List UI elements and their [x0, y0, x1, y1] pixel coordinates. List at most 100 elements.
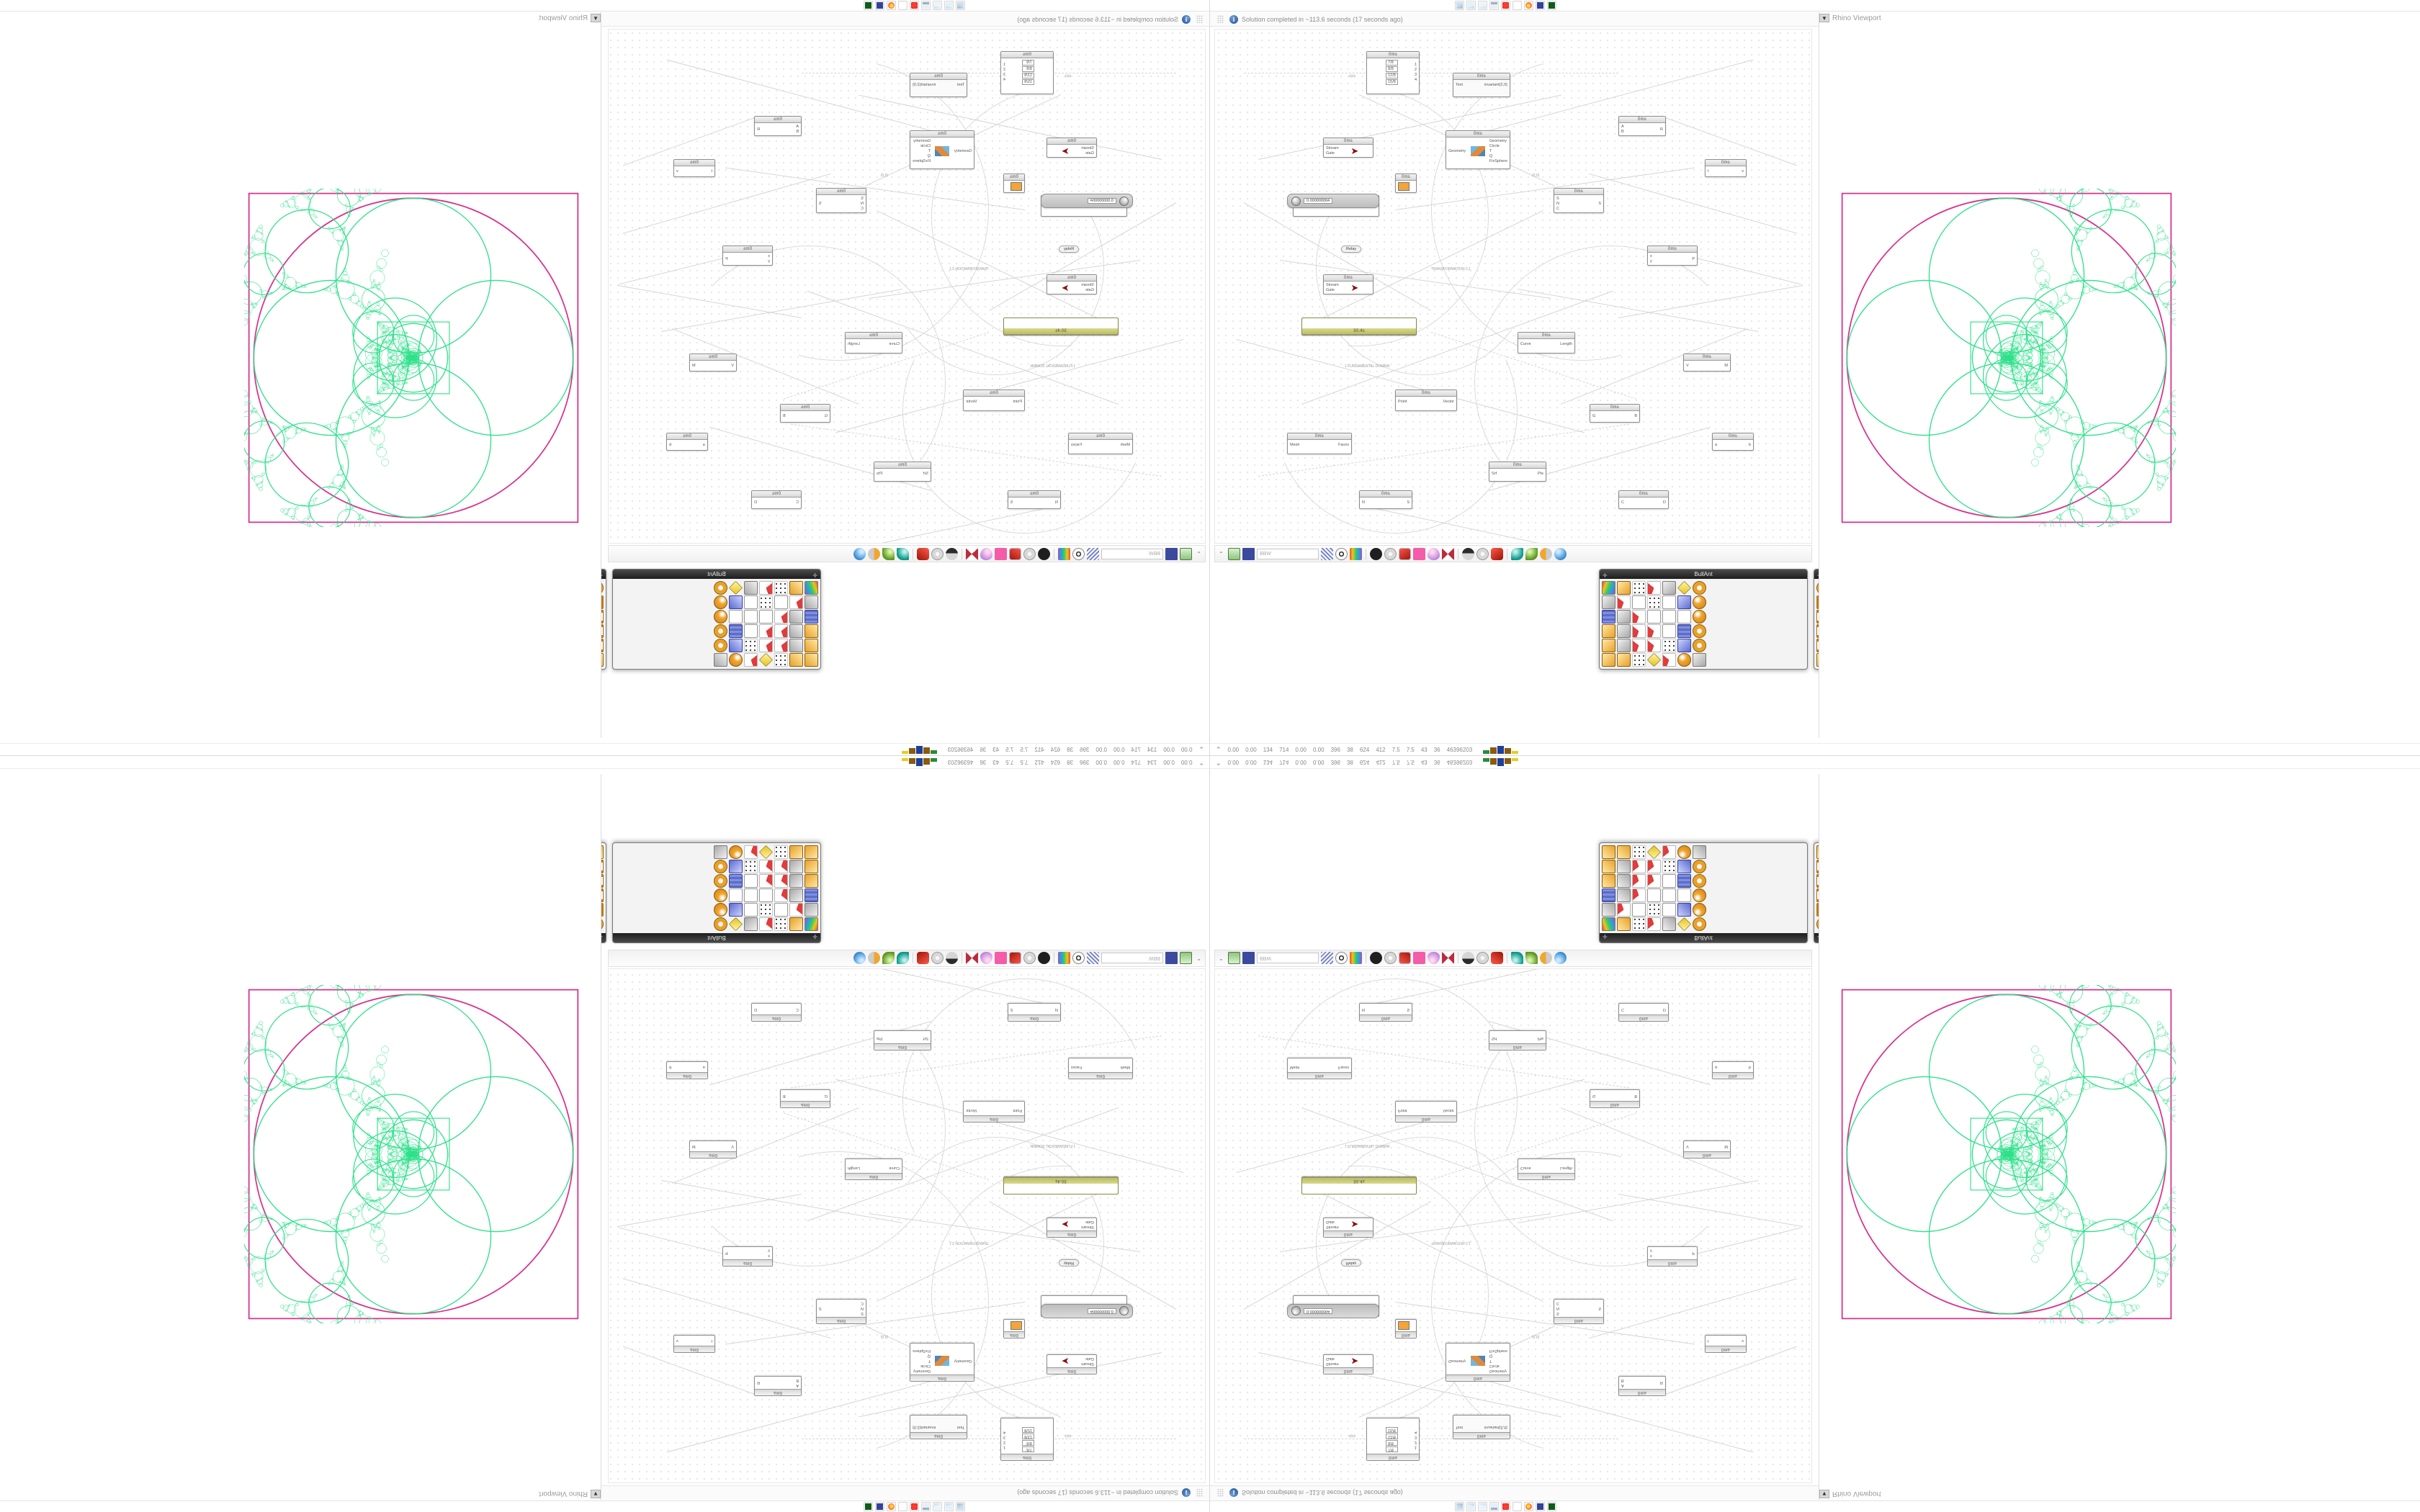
palette-icon-bullant-26[interactable]: [729, 874, 743, 888]
palette-icon-bullant-22[interactable]: [1617, 874, 1631, 888]
firefox-icon[interactable]: [887, 1502, 896, 1511]
gh-component[interactable]: 0ms A B R: [754, 116, 802, 136]
rhino-icon[interactable]: [910, 1502, 919, 1511]
color-swatch-component[interactable]: 0ms: [1395, 174, 1417, 193]
palette-icon-bullant-3[interactable]: [759, 917, 773, 931]
palette-icon-bullant-30[interactable]: [1632, 860, 1646, 873]
toolbar-icon-12[interactable]: [1462, 952, 1474, 965]
toolbar-icon-5[interactable]: [1058, 952, 1070, 965]
rhino-viewport[interactable]: ▼ Rhino Viewport: [1819, 774, 2420, 1500]
pin-icon[interactable]: ✛: [812, 933, 817, 940]
palette-icon-bullant-18[interactable]: [744, 610, 758, 624]
gh-component[interactable]: 0ms C D: [1618, 490, 1669, 509]
relay-component[interactable]: Relay: [1058, 1259, 1079, 1266]
palette-icon-bullant-5[interactable]: [728, 580, 743, 595]
palette-icon-bullant-38[interactable]: [1646, 652, 1662, 667]
palette-icon-bullant-36[interactable]: [1617, 653, 1631, 667]
palette-icon-bullant-24[interactable]: [759, 874, 773, 888]
toolbar-icon-1[interactable]: [1165, 952, 1178, 965]
palette-icon-bullant-26[interactable]: [1677, 624, 1691, 638]
palette-icon-bullant-26[interactable]: [729, 624, 743, 638]
number-slider[interactable]: 0.000000004: [1287, 1304, 1379, 1318]
palette-icon-bullant-38[interactable]: [758, 652, 774, 667]
gh-component[interactable]: 0ms Mesh Faces: [1068, 1058, 1133, 1079]
rhino-logo-icon[interactable]: [1512, 1502, 1522, 1511]
gh-component[interactable]: 0ms Stream Gate ➤: [1047, 1354, 1097, 1374]
palette-icon-bullant-10[interactable]: [1647, 903, 1661, 917]
file-name-field[interactable]: BBW: [1257, 548, 1319, 559]
palette-icon-bullant-36[interactable]: [789, 845, 803, 859]
palette-icon-bullant-29[interactable]: [1617, 639, 1631, 652]
toolbar-icon-10[interactable]: [980, 952, 992, 965]
palette-icon-bullant-30[interactable]: [774, 860, 788, 873]
color-swatch-component[interactable]: 0ms: [1003, 174, 1025, 193]
toolbar-icon-9[interactable]: [1413, 952, 1425, 965]
calculator-icon[interactable]: [1489, 1502, 1499, 1511]
toolbar-icon-11[interactable]: [1442, 952, 1454, 965]
palette-icon-bullant-39[interactable]: [1662, 653, 1676, 667]
color-swatch[interactable]: [1398, 1321, 1410, 1330]
gh-component[interactable]: 0ms A B R: [1618, 1376, 1666, 1396]
toolbar-icon-15[interactable]: [1511, 547, 1523, 560]
palette-icon-bullant-31[interactable]: [1647, 860, 1661, 873]
palette-icon-bullant-40[interactable]: [1677, 653, 1691, 667]
palette-icon-bullant-2[interactable]: [1632, 917, 1646, 931]
number-slider[interactable]: 0.000000004: [1287, 194, 1379, 208]
floppy-save-icon[interactable]: [875, 1, 884, 10]
toolbar-icon-11[interactable]: [966, 547, 978, 560]
gh-component[interactable]: 0ms Stream Gate ➤: [1323, 138, 1373, 158]
viewport-menu-arrow[interactable]: ▼: [591, 1490, 601, 1498]
palette-icon-bullant-6[interactable]: [1693, 581, 1706, 595]
rhino-viewport[interactable]: ▼ Rhino Viewport: [0, 12, 601, 738]
gh-component[interactable]: 0ms S N C S: [1554, 1299, 1604, 1324]
palette-icon-bullant-36[interactable]: [1617, 845, 1631, 859]
palette-icon-bullant-29[interactable]: [789, 639, 803, 652]
chevron-up-icon[interactable]: ⌃: [1198, 759, 1204, 766]
terminal-icon[interactable]: [864, 1, 873, 10]
toolbar-icon-14[interactable]: [1491, 952, 1503, 965]
toolbar-icon-11[interactable]: [1442, 547, 1454, 560]
palette-icon-bullant-29[interactable]: [789, 860, 803, 873]
palette-icon-bullant-3[interactable]: [1647, 917, 1661, 931]
palette-icon-bullant-0[interactable]: [805, 917, 818, 931]
palette-icon-bullant-15[interactable]: [1617, 610, 1631, 624]
color-swatch[interactable]: [1010, 1321, 1022, 1330]
toolbar-icon-1[interactable]: [1242, 547, 1255, 560]
gh-component[interactable]: 0ms Stream Gate ➤: [1047, 274, 1097, 294]
palette-icon-bullant-28[interactable]: [1602, 639, 1615, 652]
toolbar-icon-15[interactable]: [897, 547, 909, 560]
palette-icon-bullant-2[interactable]: [1632, 581, 1646, 595]
palette-icon-bullant-37[interactable]: [1632, 653, 1646, 667]
gh-component[interactable]: 0ms G B: [780, 1089, 830, 1108]
toolbar-icon-8[interactable]: [1399, 952, 1411, 965]
slider-knob[interactable]: [1291, 196, 1301, 206]
pin-icon[interactable]: ✛: [812, 572, 817, 579]
toolbar-icon-3[interactable]: [1321, 547, 1333, 560]
palette-icon-bullant-4[interactable]: [744, 917, 758, 931]
palette-icon-bullant-34[interactable]: [1693, 639, 1706, 652]
toolbar-icon-10[interactable]: [1428, 952, 1440, 965]
collapse-handle[interactable]: ⌃: [1219, 955, 1224, 962]
gh-component[interactable]: 0ms Text invariant{2,0}: [1453, 1415, 1510, 1439]
gh-component[interactable]: 0ms N S: [1008, 1003, 1061, 1022]
palette-icon-bullant-27[interactable]: [714, 874, 727, 888]
palette-icon-bullant-8[interactable]: [789, 595, 803, 609]
calculator-icon[interactable]: [1489, 1, 1499, 10]
gh-component[interactable]: 0ms a b: [666, 433, 708, 451]
palette-icon-bullant-17[interactable]: [1647, 610, 1661, 624]
palette-icon-bullant-20[interactable]: [1693, 888, 1706, 902]
gh-component[interactable]: 0ms Curve Length: [845, 332, 902, 354]
palette-icon-bullant-1[interactable]: [1617, 917, 1631, 931]
toolbar-icon-4[interactable]: [1072, 952, 1085, 965]
gh-component[interactable]: 0ms Geometry Geometry Circle T Q FixSphere: [1446, 1343, 1510, 1382]
palette-icon-bullant-4[interactable]: [1662, 581, 1676, 595]
toolbar-icon-15[interactable]: [1511, 952, 1523, 965]
slider-knob[interactable]: [1119, 1306, 1129, 1316]
toolbar-icon-9[interactable]: [995, 547, 1007, 560]
gh-component[interactable]: 0ms S N C S: [816, 188, 866, 213]
palette-icon-bullant-8[interactable]: [1617, 595, 1631, 609]
viewport-menu-arrow[interactable]: ▼: [1819, 1490, 1829, 1498]
toolbar-icon-16[interactable]: [882, 547, 895, 560]
palette-icon-bullant-5[interactable]: [1677, 917, 1692, 932]
palette-icon-bullant-2[interactable]: [774, 581, 788, 595]
